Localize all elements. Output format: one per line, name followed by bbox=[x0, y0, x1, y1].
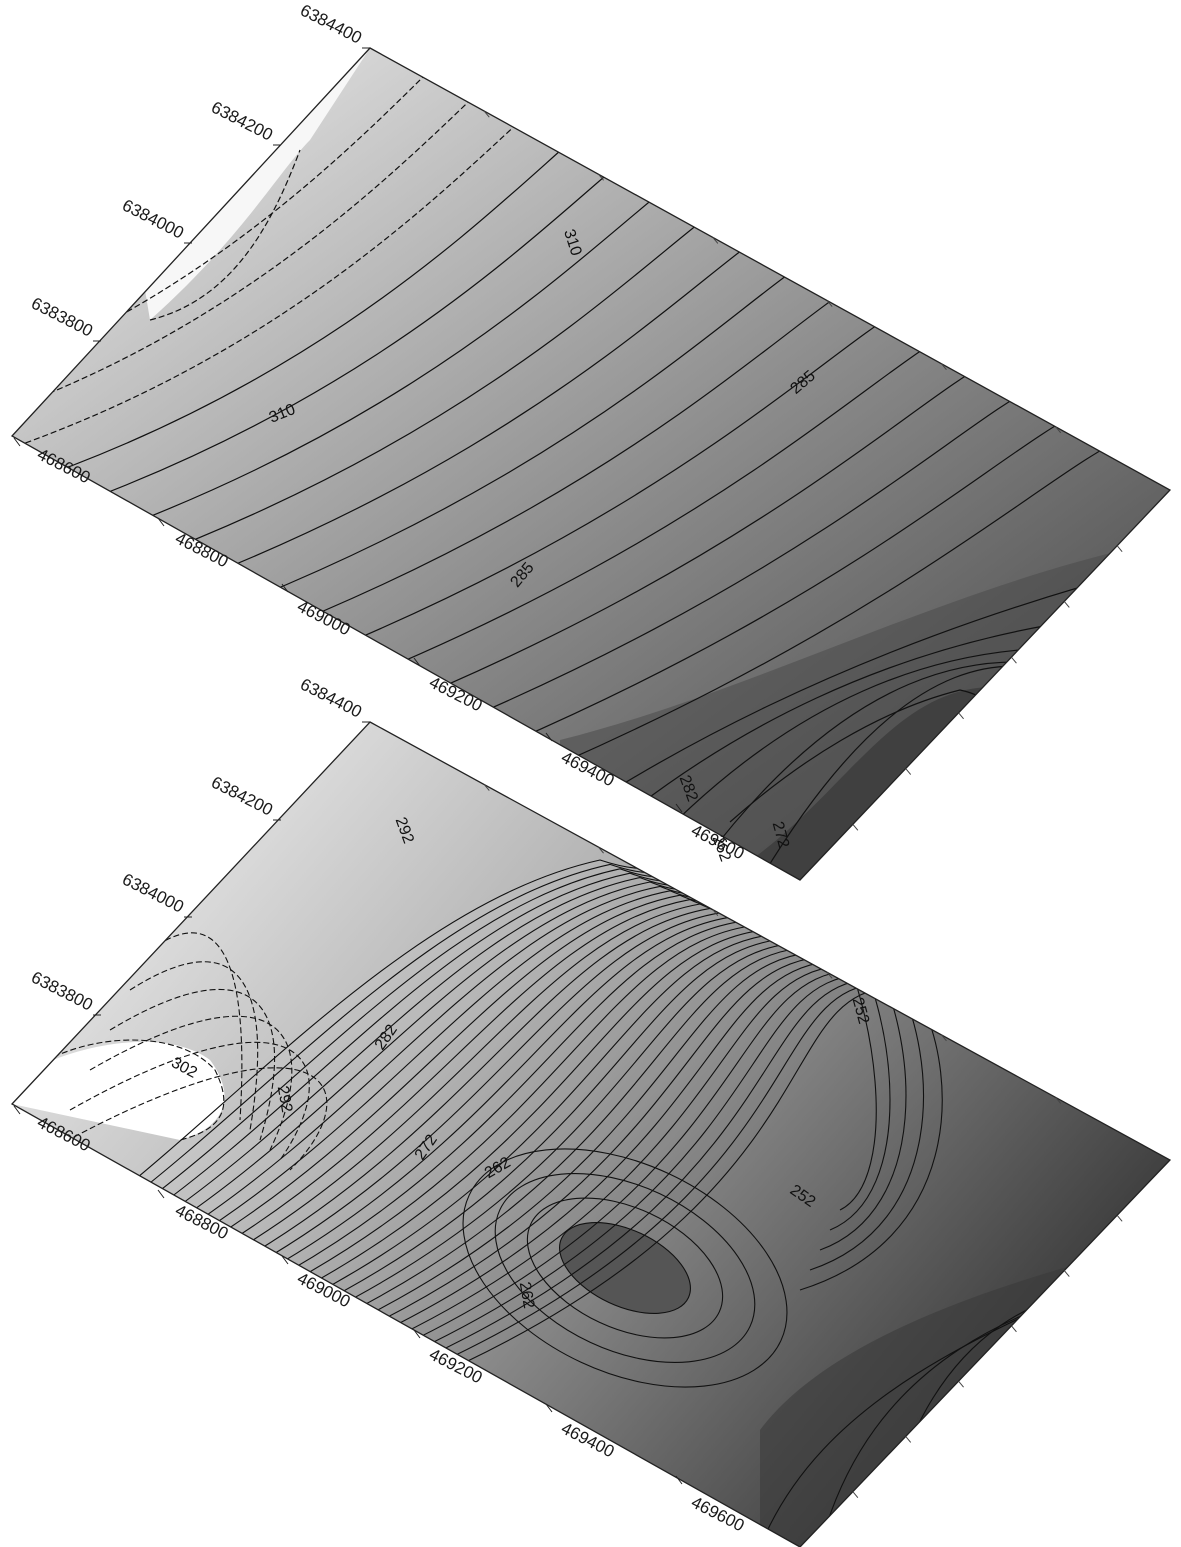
contour-value-label: 272 bbox=[769, 820, 792, 850]
edge-tick-mark bbox=[1063, 1270, 1070, 1277]
edge-tick-mark bbox=[958, 712, 964, 720]
contour-value-label: 292 bbox=[274, 1085, 295, 1114]
x-axis-tick-mark bbox=[281, 583, 289, 593]
contour-line bbox=[12, 84, 487, 417]
lower-map-frame bbox=[10, 721, 1172, 1547]
y-axis-tick-label: 6384200 bbox=[208, 773, 276, 820]
x-axis-tick-mark bbox=[157, 1189, 165, 1199]
edge-tick-mark bbox=[483, 784, 490, 791]
edge-tick-mark bbox=[958, 1380, 964, 1388]
contour-line bbox=[799, 999, 943, 1291]
y-axis-tick-label: 6384000 bbox=[119, 196, 187, 243]
contour-line bbox=[109, 988, 276, 1141]
edge-tick-mark bbox=[1116, 545, 1123, 553]
contour-line bbox=[29, 1039, 225, 1141]
lower-contour-map: 6384400638420063840006383800468600468800… bbox=[10, 675, 1172, 1547]
edge-tick-mark bbox=[1063, 601, 1070, 608]
x-axis-tick-mark bbox=[13, 437, 21, 447]
upper-map-frame bbox=[10, 47, 1172, 881]
edge-tick-mark bbox=[1011, 656, 1017, 664]
y-axis-tick-label: 6384400 bbox=[297, 675, 365, 722]
edge-tick-mark bbox=[941, 1034, 947, 1042]
contour-line bbox=[39, 209, 717, 597]
y-axis-tick-label: 6383800 bbox=[28, 294, 96, 341]
y-axis-tick-label: 6384200 bbox=[208, 98, 276, 145]
edge-tick-mark bbox=[905, 768, 912, 775]
edge-tick-mark bbox=[1011, 1325, 1017, 1333]
edge-tick-mark bbox=[483, 110, 490, 118]
contour-line bbox=[69, 1041, 310, 1161]
x-axis-tick-mark bbox=[413, 657, 421, 667]
x-axis-tick-mark bbox=[281, 1255, 289, 1265]
edge-tick-mark bbox=[1116, 1214, 1123, 1222]
edge-tick-mark bbox=[852, 1491, 859, 1499]
edge-tick-mark bbox=[826, 300, 833, 307]
edge-tick-mark bbox=[826, 971, 833, 979]
contour-line bbox=[129, 961, 259, 1131]
contour-line bbox=[559, 1222, 691, 1314]
contour-line bbox=[526, 1197, 724, 1339]
edge-tick-mark bbox=[712, 909, 719, 917]
edge-tick-mark bbox=[905, 1436, 912, 1443]
edge-tick-mark bbox=[852, 823, 859, 831]
y-axis-tick-label: 6383800 bbox=[28, 968, 96, 1015]
edge-tick-mark bbox=[598, 173, 604, 181]
upper-contour-map: 6384400638420063840006383800468600468800… bbox=[10, 1, 1172, 881]
contour-value-label: 252 bbox=[849, 996, 872, 1026]
contour-line bbox=[29, 184, 671, 561]
x-axis-tick-mark bbox=[675, 803, 683, 813]
contour-line bbox=[49, 1067, 328, 1171]
contour-line bbox=[12, 134, 579, 489]
x-axis-tick-mark bbox=[545, 1403, 553, 1413]
edge-tick-mark bbox=[1055, 1097, 1062, 1104]
contour-line bbox=[494, 1172, 756, 1364]
contour-line bbox=[12, 109, 533, 453]
contour-value-label: 262 bbox=[516, 1281, 537, 1310]
edge-tick-mark bbox=[712, 237, 719, 244]
contour-line bbox=[19, 159, 625, 525]
contour-line bbox=[462, 1148, 788, 1388]
x-axis-tick-mark bbox=[545, 732, 553, 742]
x-axis-tick-mark bbox=[413, 1329, 421, 1339]
contour-line bbox=[149, 149, 301, 321]
edge-tick-mark bbox=[1055, 426, 1062, 434]
x-axis-tick-mark bbox=[157, 517, 165, 527]
y-axis-tick-label: 6384400 bbox=[297, 1, 365, 48]
y-axis-tick-label: 6384000 bbox=[119, 870, 187, 917]
x-axis-tick-mark bbox=[675, 1475, 683, 1485]
edge-tick-mark bbox=[941, 363, 947, 371]
contour-line bbox=[149, 932, 243, 1121]
contour-line bbox=[89, 1015, 293, 1151]
x-axis-tick-mark bbox=[13, 1105, 21, 1115]
edge-tick-mark bbox=[598, 846, 604, 854]
